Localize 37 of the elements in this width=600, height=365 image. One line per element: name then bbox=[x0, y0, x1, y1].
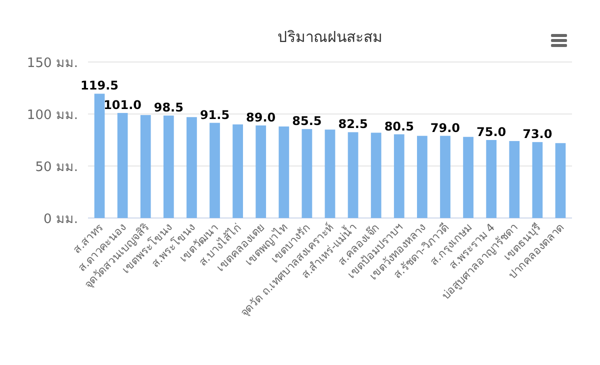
bar bbox=[210, 122, 220, 218]
data-label: 75.0 bbox=[476, 125, 506, 139]
bar bbox=[370, 132, 382, 218]
data-label: 73.0 bbox=[522, 127, 552, 142]
bar bbox=[186, 117, 197, 218]
y-tick-label: 50 มม. bbox=[35, 160, 78, 175]
y-tick-label: 100 มม. bbox=[26, 108, 78, 123]
bar bbox=[394, 134, 404, 218]
bar bbox=[555, 143, 566, 218]
data-label: 89.0 bbox=[246, 110, 276, 124]
chart-title: ปริมาณฝนสะสม bbox=[278, 28, 382, 46]
bar bbox=[324, 130, 336, 218]
data-label: 85.5 bbox=[292, 114, 322, 128]
bar bbox=[140, 115, 151, 218]
bar bbox=[348, 132, 358, 218]
bar bbox=[417, 136, 428, 218]
bar bbox=[302, 129, 312, 218]
data-label: 79.0 bbox=[430, 120, 460, 135]
bar bbox=[463, 136, 474, 218]
data-label: 101.0 bbox=[104, 98, 142, 112]
bar bbox=[163, 116, 174, 218]
bar bbox=[94, 94, 105, 218]
data-label: 119.5 bbox=[80, 78, 119, 93]
y-tick-label: 0 มม. bbox=[43, 212, 78, 227]
bar bbox=[256, 125, 266, 218]
data-label: 98.5 bbox=[154, 100, 184, 115]
bar bbox=[278, 126, 290, 218]
data-label: 80.5 bbox=[384, 119, 414, 134]
bar bbox=[486, 140, 497, 218]
bar bbox=[117, 112, 128, 218]
bar bbox=[232, 124, 243, 218]
bar bbox=[532, 142, 543, 218]
data-label: 82.5 bbox=[338, 117, 368, 132]
bar bbox=[440, 136, 450, 218]
bar bbox=[509, 141, 520, 218]
y-tick-label: 150 มม. bbox=[26, 56, 78, 71]
data-label: 91.5 bbox=[200, 108, 230, 122]
